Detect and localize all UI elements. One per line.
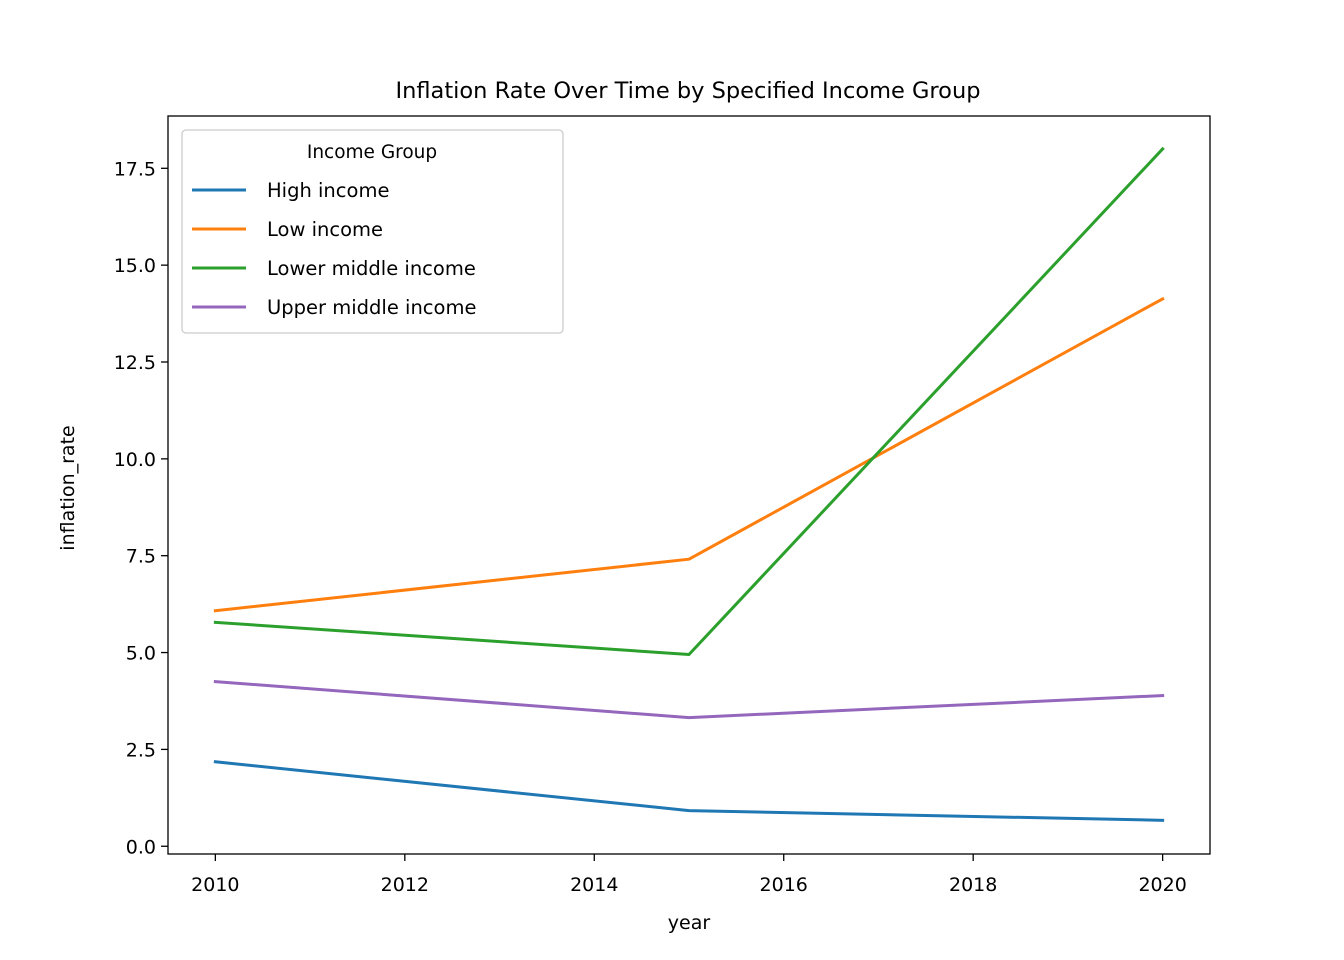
x-tick-label: 2010: [191, 874, 239, 896]
series-line-lower-middle-income: [213, 146, 1165, 656]
x-tick-label: 2018: [949, 874, 997, 896]
y-axis: 0.0 2.5 5.0 7.5 10.0 12.5 15.0 17.5: [114, 158, 168, 858]
series-line-high-income: [213, 760, 1165, 822]
y-tick-label: 17.5: [114, 158, 156, 180]
chart-title: Inflation Rate Over Time by Specified In…: [395, 78, 980, 104]
y-axis-label: inflation_rate: [57, 425, 79, 550]
legend-label-lower-middle-income: Lower middle income: [267, 257, 476, 280]
legend-label-low-income: Low income: [267, 218, 383, 241]
legend: Income Group High income Low income Lower …: [181, 129, 564, 334]
y-tick-label: 2.5: [126, 739, 156, 761]
x-axis: 2010 2012 2014 2016 2018 2020: [191, 854, 1187, 896]
y-tick-label: 15.0: [114, 255, 156, 277]
x-tick-label: 2016: [760, 874, 808, 896]
x-tick-label: 2012: [381, 874, 429, 896]
series-layer: [213, 146, 1165, 822]
legend-items: High income Low income Lower middle income…: [192, 179, 476, 319]
y-tick-label: 0.0: [126, 836, 156, 858]
legend-label-upper-middle-income: Upper middle income: [267, 296, 476, 319]
series-line-upper-middle-income: [213, 680, 1165, 720]
y-tick-label: 10.0: [114, 449, 156, 471]
legend-label-high-income: High income: [267, 179, 389, 202]
x-axis-label: year: [668, 912, 711, 934]
y-tick-label: 12.5: [114, 352, 156, 374]
x-tick-label: 2020: [1138, 874, 1186, 896]
y-tick-label: 5.0: [126, 643, 156, 665]
x-tick-label: 2014: [570, 874, 618, 896]
plot-frame: [167, 115, 1211, 855]
legend-title: Income Group: [307, 142, 437, 163]
y-tick-label: 7.5: [126, 546, 156, 568]
legend-box: [181, 129, 564, 334]
series-line-low-income: [213, 296, 1165, 613]
plot-area: [167, 115, 1211, 855]
